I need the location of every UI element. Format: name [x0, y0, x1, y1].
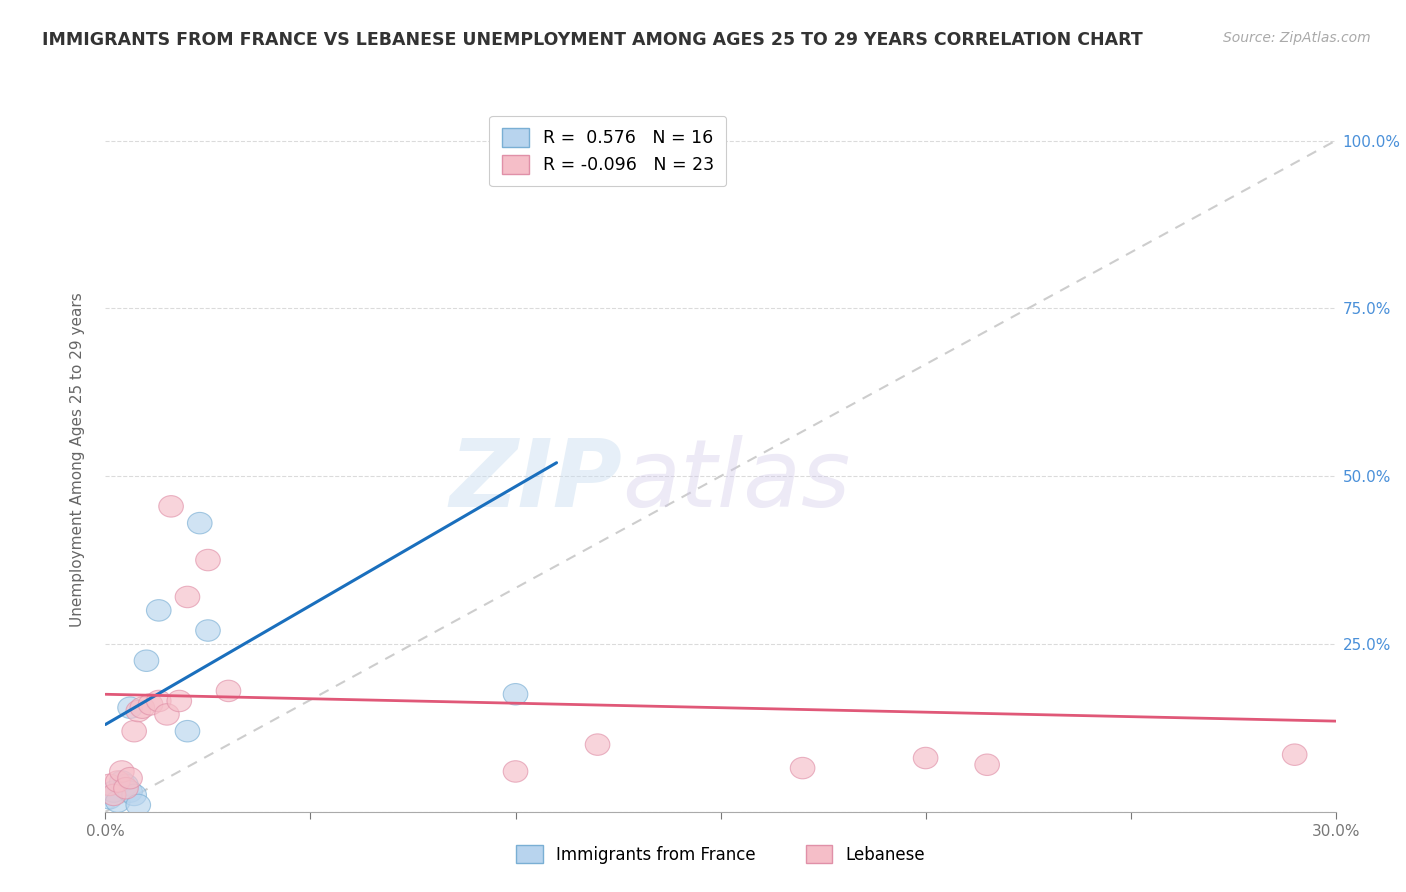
Ellipse shape	[146, 690, 172, 712]
Ellipse shape	[110, 771, 134, 792]
Ellipse shape	[176, 586, 200, 607]
Ellipse shape	[110, 761, 134, 782]
Ellipse shape	[114, 778, 138, 799]
Ellipse shape	[101, 784, 127, 805]
Ellipse shape	[118, 780, 142, 802]
Ellipse shape	[118, 697, 142, 718]
Ellipse shape	[122, 784, 146, 805]
Ellipse shape	[585, 734, 610, 756]
Text: atlas: atlas	[621, 435, 851, 526]
Ellipse shape	[101, 780, 127, 802]
Text: Source: ZipAtlas.com: Source: ZipAtlas.com	[1223, 31, 1371, 45]
Ellipse shape	[122, 721, 146, 742]
Ellipse shape	[217, 681, 240, 702]
Y-axis label: Unemployment Among Ages 25 to 29 years: Unemployment Among Ages 25 to 29 years	[70, 292, 84, 627]
Ellipse shape	[146, 599, 172, 621]
Text: ZIP: ZIP	[450, 434, 621, 526]
Ellipse shape	[176, 721, 200, 742]
Ellipse shape	[138, 694, 163, 715]
Ellipse shape	[114, 774, 138, 796]
Ellipse shape	[503, 683, 527, 705]
Ellipse shape	[159, 496, 183, 517]
Ellipse shape	[1282, 744, 1308, 765]
Ellipse shape	[105, 791, 131, 813]
Ellipse shape	[134, 650, 159, 672]
Ellipse shape	[97, 774, 122, 796]
Ellipse shape	[647, 140, 672, 161]
Ellipse shape	[131, 697, 155, 718]
Ellipse shape	[105, 771, 131, 792]
Ellipse shape	[790, 757, 815, 779]
Ellipse shape	[97, 788, 122, 809]
Ellipse shape	[127, 794, 150, 816]
Ellipse shape	[167, 690, 191, 712]
Legend: Immigrants from France, Lebanese: Immigrants from France, Lebanese	[509, 838, 932, 871]
Ellipse shape	[195, 620, 221, 641]
Ellipse shape	[187, 512, 212, 534]
Text: IMMIGRANTS FROM FRANCE VS LEBANESE UNEMPLOYMENT AMONG AGES 25 TO 29 YEARS CORREL: IMMIGRANTS FROM FRANCE VS LEBANESE UNEMP…	[42, 31, 1143, 49]
Ellipse shape	[974, 754, 1000, 775]
Ellipse shape	[127, 700, 150, 722]
Ellipse shape	[503, 761, 527, 782]
Ellipse shape	[118, 767, 142, 789]
Ellipse shape	[195, 549, 221, 571]
Ellipse shape	[914, 747, 938, 769]
Ellipse shape	[155, 704, 180, 725]
